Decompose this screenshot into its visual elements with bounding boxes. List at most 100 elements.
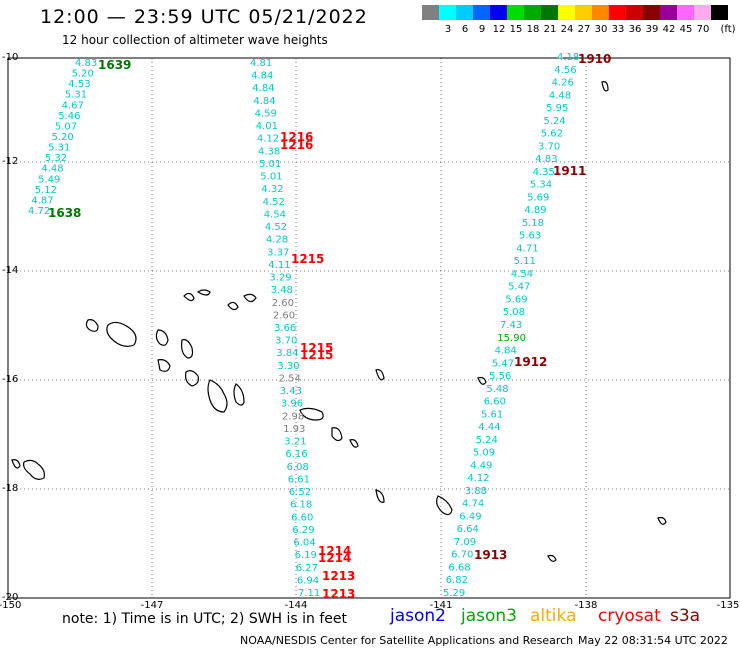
scale-label: 30 [594,24,608,35]
scale-label: 6 [461,24,469,35]
wave-height-value: 2.60 [272,298,294,309]
scale-label: 24 [560,24,574,35]
scale-swatch [711,5,728,20]
scale-swatch [677,5,694,20]
pass-time-label: 1213 [322,587,355,601]
wave-height-value: 4.72 [28,206,50,217]
wave-height-value: 5.01 [260,172,282,183]
scale-label: 15 [509,24,523,35]
wave-height-value: 6.70 [451,550,473,561]
wave-height-value: 6.94 [297,575,319,586]
wave-height-value: 7.43 [500,320,522,331]
wave-height-value: 4.12 [257,134,279,145]
credit-text: NOAA/NESDIS Center for Satellite Applica… [240,634,574,647]
wave-height-value: 4.84 [495,346,517,357]
scale-swatch [575,5,592,20]
legend-altika: altika [530,606,577,626]
wave-height-value: 4.89 [524,205,546,216]
wave-height-value: 5.48 [486,384,508,395]
latitude-label: -18 [2,483,19,494]
wave-height-value: 6.08 [287,462,309,473]
wave-height-value: 6.61 [288,474,310,485]
wave-height-value: 4.59 [255,109,277,120]
wave-height-value: 2.60 [273,310,295,321]
longitude-label: -144 [284,600,308,611]
wave-height-value: 5.24 [543,116,565,127]
pass-time-label: 1216 [280,130,313,144]
scale-swatch [609,5,626,20]
wave-height-value: 5.32 [45,153,67,164]
latitude-label: -20 [2,592,19,603]
wave-height-value: 3.88 [465,486,487,497]
wave-height-value: 2.98 [282,411,304,422]
pass-time-label: 1913 [474,548,507,562]
latitude-label: -14 [2,265,19,276]
scale-label: 70 [696,24,710,35]
wave-height-value: 3.48 [271,285,293,296]
wave-height-value: 5.20 [72,69,94,80]
wave-height-value: 6.64 [457,524,479,535]
wave-height-value: 6.29 [292,525,314,536]
pass-time-label: 1911 [553,164,586,178]
pass-time-label: 1639 [98,58,131,72]
legend-cryosat: cryosat [598,606,661,626]
generated-timestamp: May 22 08:31:54 UTC 2022 [578,634,728,647]
wave-height-value: 4.01 [256,121,278,132]
wave-height-value: 4.35 [533,167,555,178]
wave-height-value: 4.71 [516,243,538,254]
wave-height-value: 4.11 [268,260,290,271]
scale-swatch [490,5,507,20]
scale-label: 18 [526,24,540,35]
wave-height-value: 6.19 [295,550,317,561]
scale-unit: (ft) [720,24,736,35]
wave-height-value: 5.56 [489,371,511,382]
wave-height-value: 4.28 [266,235,288,246]
wave-height-value: 3.84 [276,348,298,359]
wave-height-value: 5.47 [492,358,514,369]
longitude-label: -147 [140,600,164,611]
pass-time-label: 1215 [300,348,333,362]
wave-height-value: 4.87 [31,195,53,206]
scale-label: 33 [611,24,625,35]
longitude-label: -150 [0,600,22,611]
wave-height-value: 5.12 [35,185,57,196]
wave-height-value: 4.54 [264,209,286,220]
wave-height-value: 3.96 [281,399,303,410]
wave-height-value: 4.38 [258,146,280,157]
wave-height-value: 7.11 [298,588,320,599]
wave-height-value: 3.29 [269,273,291,284]
wave-height-value: 5.46 [58,111,80,122]
pass-label-layer: 1639163812161216121512151215121412141213… [48,52,611,601]
wave-height-value: 5.62 [541,129,563,140]
wave-height-value: 6.49 [459,511,481,522]
wave-height-value: 6.82 [446,575,468,586]
map-subtitle: 12 hour collection of altimeter wave hei… [62,33,328,47]
wave-height-value: 4.12 [467,473,489,484]
wave-height-value: 5.69 [505,295,527,306]
wave-height-value: 5.11 [514,256,536,267]
wave-height-value: 15.90 [497,333,526,344]
pass-time-label: 1214 [318,544,351,558]
wave-height-value: 4.53 [68,79,90,90]
pass-time-label: 1215 [300,341,333,355]
wave-height-value: 6.04 [293,538,315,549]
scale-swatch [456,5,473,20]
latitude-label: -16 [2,374,19,385]
pass-time-label: 1215 [291,252,324,266]
scale-swatch [439,5,456,20]
wave-height-value: 4.26 [552,78,574,89]
wave-height-value: 3.43 [280,386,302,397]
wave-height-value: 5.49 [38,174,60,185]
map-title: 12:00 — 23:59 UTC 05/21/2022 [40,6,368,28]
wave-height-value: 4.18 [557,52,579,63]
scale-label: 3 [444,24,452,35]
wave-height-value: 4.74 [462,499,484,510]
wave-height-value: 3.70 [275,336,297,347]
wave-height-value: 5.69 [527,192,549,203]
wave-height-value: 3.37 [267,247,289,258]
pass-time-label: 1910 [578,52,611,66]
wave-height-value: 3.30 [277,361,299,372]
wave-height-value: 4.81 [250,58,272,69]
wave-height-value: 3.66 [274,323,296,334]
scale-swatch [643,5,660,20]
